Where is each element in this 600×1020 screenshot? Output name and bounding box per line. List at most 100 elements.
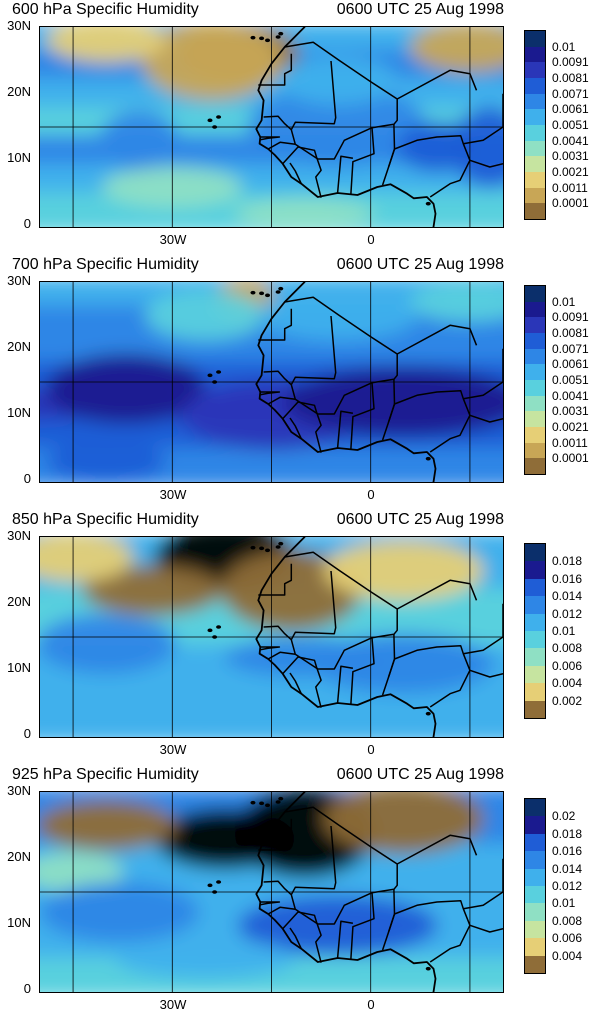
field-blob: [40, 800, 177, 851]
field-blob: [40, 882, 200, 942]
country-border: [387, 899, 471, 963]
map-area: [39, 536, 504, 738]
field-blob: [40, 852, 124, 892]
humidity-field: [40, 27, 503, 227]
colorbar-label: 0.02: [552, 809, 576, 824]
island: [250, 35, 256, 40]
island: [275, 545, 281, 549]
x-tick: 30W: [159, 742, 187, 757]
colorbar-label: 0.0001: [552, 196, 589, 211]
y-tick: 10N: [7, 915, 31, 930]
country-border: [263, 296, 398, 415]
country-border: [282, 146, 322, 198]
colorbar-swatch: [525, 31, 545, 47]
field-blob: [313, 633, 494, 694]
field-blob: [277, 55, 398, 106]
humidity-panel-700: 700 hPa Specific Humidity 0600 UTC 25 Au…: [0, 255, 600, 510]
y-tick: 30N: [7, 783, 31, 798]
panel-title: 850 hPa Specific Humidity: [12, 511, 199, 528]
island: [216, 115, 222, 119]
country-border: [258, 563, 293, 596]
country-border: [258, 53, 293, 86]
field-blob: [115, 938, 296, 979]
colorbar-label: 0.0031: [552, 404, 589, 419]
field-blob: [283, 367, 503, 437]
y-tick: 20N: [7, 849, 31, 864]
colorbar-label: 0.012: [552, 879, 583, 893]
colorbar-label: 0.0061: [552, 357, 589, 372]
humidity-panel-925: 925 hPa Specific Humidity 0600 UTC 25 Au…: [0, 765, 600, 1020]
colorbar-box: [524, 30, 546, 220]
island: [212, 380, 218, 384]
colorbar-swatch: [525, 458, 545, 474]
colorbar-label: 0.01: [552, 624, 576, 638]
country-border: [289, 417, 302, 440]
island: [212, 635, 218, 639]
country-border: [258, 818, 293, 851]
country-border: [289, 927, 302, 950]
field-blob: [323, 540, 484, 601]
colorbar-label: 0.0051: [552, 118, 589, 132]
island: [278, 31, 284, 36]
island: [259, 36, 265, 41]
colorbar-swatch: [525, 395, 545, 412]
island: [250, 290, 256, 295]
colorbar-swatch: [525, 364, 545, 380]
colorbar-box: [524, 543, 546, 719]
island: [278, 541, 284, 546]
colorbar-swatch: [525, 544, 545, 562]
country-border: [263, 551, 398, 670]
colorbar-swatch: [525, 868, 545, 886]
country-border: [290, 825, 337, 896]
field-blob: [82, 565, 223, 616]
colorbar-label: 0.014: [552, 861, 583, 876]
colorbar-swatch: [525, 885, 545, 904]
colorbar-label: 0.0011: [552, 180, 588, 195]
colorbar-swatch: [525, 77, 545, 94]
colorbar-swatch: [525, 816, 545, 834]
field-blob: [237, 895, 438, 956]
colorbar-swatch: [525, 187, 545, 204]
panel-time: 0600 UTC 25 Aug 1998: [336, 511, 504, 528]
humidity-panel-850: 850 hPa Specific Humidity 0600 UTC 25 Au…: [0, 510, 600, 765]
country-border: [260, 391, 281, 396]
x-tick: 30W: [159, 997, 187, 1012]
colorbar-label: 0.016: [552, 844, 583, 859]
colorbar-label: 0.008: [552, 913, 583, 928]
island: [207, 883, 213, 888]
field-blob: [99, 110, 180, 171]
humidity-field: [40, 792, 503, 992]
country-border: [260, 646, 281, 651]
country-border: [267, 906, 296, 915]
island: [207, 373, 213, 378]
x-tick: 0: [367, 232, 375, 247]
colorbar-swatch: [525, 348, 545, 365]
island: [265, 38, 271, 43]
country-border: [267, 396, 296, 405]
colorbar-label: 0.0041: [552, 133, 589, 148]
colorbar-swatch: [525, 955, 545, 973]
y-tick: 0: [23, 726, 31, 741]
coastline: [255, 537, 437, 737]
colorbar-swatch: [525, 171, 545, 188]
colorbar-label: 0.0021: [552, 165, 589, 179]
island: [216, 370, 222, 374]
colorbar-label: 0.01: [552, 39, 576, 54]
y-tick: 0: [23, 471, 31, 486]
colorbar-swatch: [525, 301, 545, 318]
map-area: [39, 791, 504, 993]
colorbar-swatch: [525, 317, 545, 333]
x-tick: 30W: [159, 232, 187, 247]
field-blob: [257, 290, 418, 341]
colorbar-swatch: [525, 140, 545, 157]
island: [275, 35, 281, 39]
colorbar-label: 0.0071: [552, 341, 589, 356]
panel-time: 0600 UTC 25 Aug 1998: [336, 766, 504, 783]
y-tick: 20N: [7, 84, 31, 99]
colorbar-label: 0.0051: [552, 373, 589, 387]
coastline: [255, 282, 437, 482]
country-border: [336, 155, 354, 194]
y-tick: 30N: [7, 273, 31, 288]
colorbar-swatch: [525, 62, 545, 78]
colorbar-box: [524, 798, 546, 974]
